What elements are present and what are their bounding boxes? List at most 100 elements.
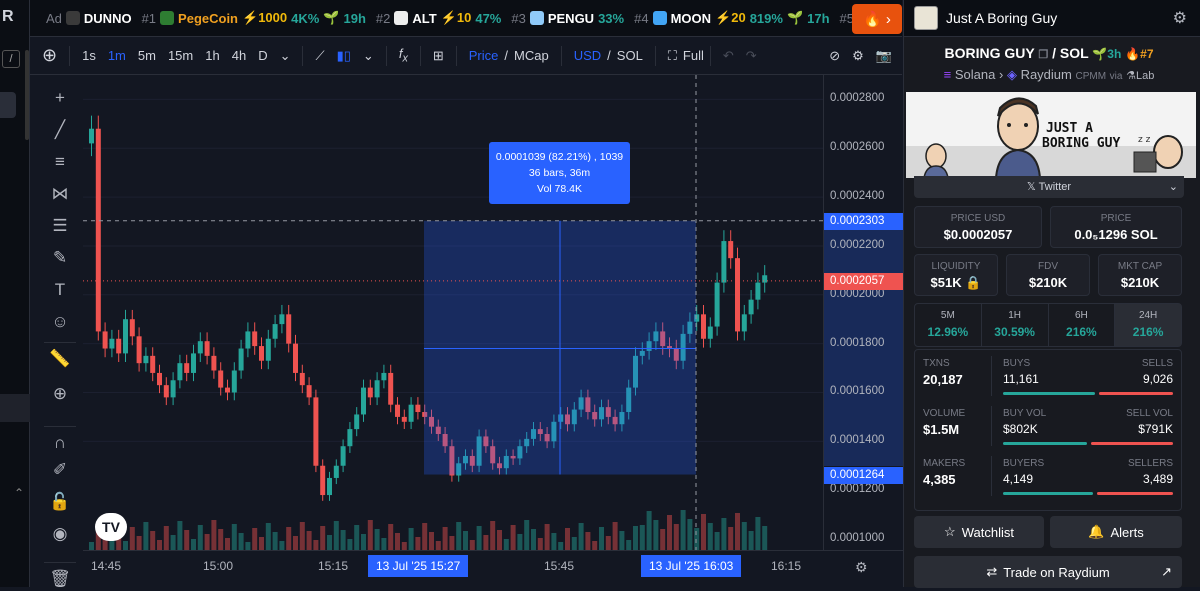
- time-axis[interactable]: 14:45 15:00 15:15 13 Jul '25 15:27 15:45…: [83, 550, 903, 587]
- magnet-icon[interactable]: ∩: [44, 426, 76, 452]
- sol-toggle[interactable]: SOL: [616, 48, 643, 63]
- volume-row: VOLUME $1.5M BUY VOL $802K SELL VOL $791K: [915, 400, 1183, 450]
- ticker-item[interactable]: #3 PENGU 33%: [511, 10, 625, 26]
- panel-header: Just A Boring Guy ⚙: [904, 0, 1200, 37]
- twitter-link[interactable]: 𝕏 Twitter ⌄: [914, 176, 1184, 198]
- candle: [599, 407, 604, 420]
- volume-bar: [633, 526, 638, 550]
- alerts-button[interactable]: 🔔 Alerts: [1050, 516, 1182, 548]
- layout-grid-icon[interactable]: ⊞: [432, 47, 444, 63]
- price-toggle[interactable]: Price: [468, 48, 499, 63]
- redo-icon[interactable]: ↷: [745, 47, 757, 63]
- interval-D[interactable]: D: [258, 48, 268, 63]
- volume-bar: [129, 527, 135, 550]
- volume-bar: [279, 541, 285, 550]
- expand-chevron-icon[interactable]: ⌄: [1168, 181, 1178, 193]
- buyers-bar: [1003, 492, 1093, 495]
- sidebar-scrollbar[interactable]: [25, 50, 29, 140]
- volume-bar: [558, 542, 564, 550]
- add-symbol-icon[interactable]: ⊕: [42, 45, 58, 65]
- sidebar-item[interactable]: [0, 394, 30, 422]
- horizontal-lines-icon[interactable]: ≡: [55, 152, 65, 171]
- period-changes: 5M 12.96% 1H 30.59% 6H 216% 24H 216%: [914, 303, 1182, 347]
- sidebar-active-item[interactable]: [0, 92, 16, 118]
- price-chart[interactable]: [83, 75, 823, 550]
- chart-type-dropdown-icon[interactable]: ⌄: [362, 47, 374, 63]
- candles-icon[interactable]: ▮▯: [336, 47, 351, 63]
- zoom-in-icon[interactable]: ⊕: [52, 384, 68, 403]
- period-1h[interactable]: 1H 30.59%: [982, 304, 1049, 346]
- lock-drawing-icon[interactable]: ✐: [52, 460, 68, 479]
- time-label: 15:45: [544, 559, 575, 573]
- ticker-item[interactable]: #1 PegeCoin ⚡1000 4K% 🌱 19h: [141, 10, 366, 26]
- brush-icon[interactable]: ✎: [52, 248, 68, 267]
- watchlist-button[interactable]: ☆ Watchlist: [914, 516, 1044, 548]
- crosshair-icon[interactable]: +: [55, 88, 65, 107]
- ticker-item[interactable]: Ad DUNNO: [46, 10, 132, 26]
- candle: [626, 387, 632, 413]
- ticker-item[interactable]: #2 ALT ⚡10 47%: [375, 10, 502, 26]
- candle: [313, 397, 319, 466]
- volume-bar: [463, 531, 468, 550]
- tradingview-logo[interactable]: TV: [95, 513, 127, 541]
- token-banner-image: JUST A BORING GUY z z: [906, 92, 1196, 178]
- dex-name[interactable]: Raydium: [1020, 67, 1072, 82]
- fullscreen-icon[interactable]: ⛶: [667, 47, 677, 63]
- collapse-chevron-icon[interactable]: ⌃: [14, 486, 25, 500]
- interval-1h[interactable]: 1h: [205, 48, 220, 63]
- volume-bar: [293, 536, 298, 550]
- price-axis[interactable]: 0.0002800 0.0002600 0.0002400 0.0002200 0.00…: [823, 75, 904, 550]
- trash-icon[interactable]: 🗑: [44, 562, 76, 588]
- interval-1m[interactable]: 1m: [107, 48, 126, 63]
- emoji-icon[interactable]: ☺: [51, 312, 69, 331]
- interval-1s[interactable]: 1s: [82, 48, 96, 63]
- line-chart-icon[interactable]: ⟋: [315, 47, 325, 63]
- panel-settings-icon[interactable]: ⚙: [1172, 10, 1187, 27]
- candle: [225, 387, 230, 393]
- copy-icon[interactable]: ❐: [1038, 49, 1049, 61]
- pitchfork-icon[interactable]: ⋈: [51, 184, 69, 203]
- volume-bar: [762, 526, 768, 550]
- volume-bar: [578, 523, 584, 550]
- trendline-icon[interactable]: ╱: [54, 120, 66, 139]
- candle: [150, 355, 156, 373]
- eye-icon[interactable]: ◉: [52, 524, 68, 543]
- fullscreen-button[interactable]: Full: [682, 48, 704, 63]
- volume-bar: [748, 531, 754, 550]
- usd-toggle[interactable]: USD: [573, 48, 602, 63]
- lock-icon[interactable]: 🔓: [49, 492, 71, 511]
- mcap-toggle[interactable]: MCap: [514, 48, 549, 63]
- trade-on-raydium-button[interactable]: ⇄ Trade on Raydium ↗: [914, 556, 1182, 588]
- interval-4h[interactable]: 4h: [231, 48, 247, 63]
- token-logo-icon: [652, 11, 667, 25]
- replay-icon[interactable]: ⊘: [829, 47, 841, 63]
- period-24h[interactable]: 24H 216%: [1115, 304, 1181, 346]
- launchpad-name[interactable]: Lab: [1135, 70, 1155, 82]
- chain-name[interactable]: Solana: [954, 67, 996, 82]
- fib-icon[interactable]: ☰: [52, 216, 68, 235]
- undo-icon[interactable]: ↶: [722, 47, 734, 63]
- period-6h[interactable]: 6H 216%: [1049, 304, 1116, 346]
- period-5m[interactable]: 5M 12.96%: [915, 304, 982, 346]
- swap-icon: ⇄: [986, 564, 998, 579]
- volume-bar: [333, 521, 339, 550]
- candle: [558, 414, 564, 422]
- ticker-item[interactable]: #4 MOON ⚡20 819% 🌱 17h: [634, 10, 830, 26]
- interval-15m[interactable]: 15m: [167, 48, 194, 63]
- time-label: 15:00: [203, 559, 234, 573]
- interval-5m[interactable]: 5m: [137, 48, 156, 63]
- makers-row: MAKERS 4,385 BUYERS 4,149 SELLERS 3,489: [915, 450, 1183, 500]
- indicators-icon[interactable]: fx: [398, 46, 408, 65]
- hot-button[interactable]: 🔥 ›: [852, 4, 902, 34]
- volume-bar: [544, 524, 550, 550]
- settings-gear-icon[interactable]: ⚙: [852, 47, 864, 63]
- camera-icon[interactable]: 📷: [875, 47, 892, 63]
- volume-bar: [347, 539, 353, 550]
- search-shortcut-key[interactable]: /: [2, 50, 20, 68]
- axis-settings-icon[interactable]: ⚙: [855, 559, 868, 575]
- ruler-icon[interactable]: 📏: [44, 342, 76, 368]
- candle: [449, 446, 455, 476]
- interval-dropdown-icon[interactable]: ⌄: [279, 47, 291, 63]
- text-tool-icon[interactable]: T: [54, 280, 66, 299]
- lock-icon: 🔒: [965, 275, 982, 290]
